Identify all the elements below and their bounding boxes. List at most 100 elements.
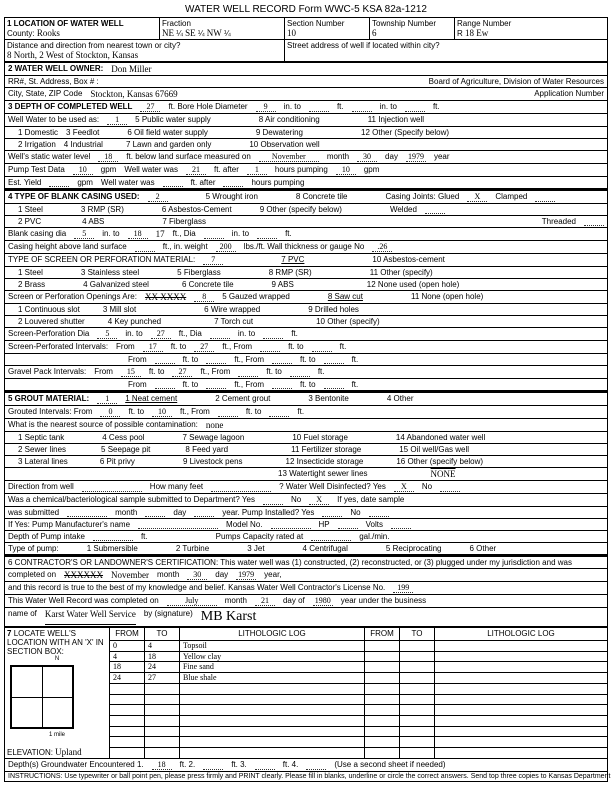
n7: 7 Sewage lagoon — [183, 433, 245, 442]
n13: 13 Watertight sewer lines — [278, 469, 368, 479]
city: Stockton, Kansas 67669 — [90, 89, 177, 99]
ft-dia: ft., Dia — [173, 229, 196, 239]
county-lbl: County: — [7, 29, 35, 38]
th-from: FROM — [110, 628, 145, 641]
sec7-label: 7 — [7, 629, 11, 638]
sec1-label: 1 LOCATION OF WATER WELL — [7, 19, 124, 28]
weld: Welded — [390, 205, 417, 214]
c-mon-lbl: month — [157, 570, 179, 580]
ft2: ft. — [337, 102, 344, 112]
ftto: ft. to — [288, 342, 304, 352]
p10: 10 Asbestos-cement — [372, 255, 444, 265]
by: by (signature) — [144, 609, 193, 625]
township: 6 — [372, 28, 377, 38]
sec2-label: 2 WATER WELL OWNER: — [8, 64, 103, 74]
c1: 1 Steel — [18, 205, 43, 214]
gpm2: gpm — [364, 165, 380, 175]
gi-to: ft. to — [128, 407, 144, 417]
p1: 1 Steel — [18, 268, 43, 277]
r2f: 18 — [110, 662, 145, 673]
hmf: How many feet — [150, 482, 203, 492]
ftfrom4: ft., From — [234, 380, 264, 389]
frac-lbl: Fraction — [162, 19, 191, 28]
biz-name: Karst Water Well Service — [45, 609, 136, 625]
p12: 12 None used (open hole) — [367, 280, 460, 289]
tp: Type of pump: — [8, 544, 59, 553]
o2: 2 Irrigation — [18, 140, 56, 149]
sec6-label: 6 CONTRACTOR'S OR LANDOWNER'S CERTIFICAT… — [8, 558, 572, 567]
p11: 11 Other (specify) — [370, 268, 433, 277]
gi1: 0 — [100, 407, 120, 417]
range: 18 — [465, 28, 474, 38]
n14: 14 Abandoned water well — [396, 433, 485, 442]
gp2: 27 — [172, 367, 192, 377]
nw: NW — [207, 28, 222, 38]
ft4-7: ft. 4. — [283, 760, 299, 770]
n11: 11 Fertilizer storage — [291, 445, 361, 454]
c5: 5 Wrought iron — [206, 192, 258, 202]
ft2-7: ft. 2. — [180, 760, 196, 770]
from3: From — [94, 367, 113, 377]
p9: 9 ABS — [272, 280, 294, 289]
elev: ELEVATION: — [7, 748, 53, 757]
city-lbl: City, State, ZIP Code — [8, 89, 82, 99]
signature: MB Karst — [201, 609, 257, 625]
mno: Model No. — [226, 520, 262, 529]
wyr-lbl: year under the business — [341, 596, 426, 606]
ft2b: ft. — [340, 342, 347, 352]
o12: 12 Other (Specify below) — [361, 128, 449, 137]
ey-lbl: Est. Yield — [8, 178, 41, 187]
to3: ft. to — [149, 367, 165, 377]
o4: 4 Industrial — [64, 140, 103, 149]
elevv: Upland — [55, 747, 82, 757]
owner: Don Miller — [111, 64, 151, 74]
chemx: X — [309, 495, 329, 505]
volts: Volts — [366, 520, 383, 529]
r1f: 4 — [110, 651, 145, 662]
dist-lbl: Distance and direction from nearest town… — [7, 41, 180, 50]
spd2: 27 — [151, 329, 171, 339]
s7: 7 Torch cut — [214, 317, 253, 326]
rr-lbl: RR#, St. Address, Box # : — [8, 77, 99, 86]
gi-lbl: Grouted Intervals: From — [8, 407, 92, 417]
board: Board of Agriculture, Division of Water … — [429, 77, 604, 86]
c2: 2 PVC — [18, 217, 41, 226]
o11: 11 Injection well — [368, 115, 424, 125]
rec: and this record is true to the best of m… — [8, 583, 385, 593]
th-from2: FROM — [365, 628, 400, 641]
t1: 1 Submersible — [87, 544, 138, 553]
mon-lbl: month — [327, 152, 349, 162]
p7: 7 PVC — [281, 255, 304, 265]
hrs2: 10 — [336, 165, 356, 175]
s1: 1 Continuous slot — [18, 305, 80, 314]
gpm: gpm — [101, 165, 117, 175]
sub-day: day — [173, 508, 186, 517]
c8: 8 Concrete tile — [296, 192, 348, 202]
chemno: No — [291, 495, 301, 505]
dge: Depth(s) Groundwater Encountered 1. — [8, 760, 144, 770]
cj2: Clamped — [495, 192, 527, 202]
yr: 1979 — [406, 152, 426, 162]
r3f: 24 — [110, 673, 145, 684]
spd-lbl: Screen-Perforation Dia — [8, 329, 89, 339]
range-lbl: Range Number — [457, 19, 511, 28]
form-header: WATER WELL RECORD Form WWC-5 KSA 82a-121… — [4, 4, 608, 15]
c-mon: November — [111, 570, 149, 580]
ft-dia2: ft., Dia — [179, 329, 202, 339]
yr-lbl: year — [434, 152, 450, 162]
s6: 6 Wire wrapped — [204, 305, 260, 314]
ft-4: ft. — [285, 229, 292, 239]
swl: 18 — [98, 152, 118, 162]
gi2: 10 — [152, 407, 172, 417]
pcr: Pumps Capacity rated at — [216, 532, 304, 541]
spd: 5 — [97, 329, 117, 339]
cjx: X — [467, 192, 487, 202]
th-lith2: LITHOLOGIC LOG — [435, 628, 608, 641]
galmin: gal./min. — [359, 532, 389, 541]
from4: From — [128, 380, 147, 389]
hp-lbl: hours pumping — [251, 178, 304, 187]
none: NONE — [431, 469, 456, 479]
ss: (Use a second sheet if needed) — [334, 760, 445, 770]
ft2d: ft. — [318, 367, 325, 377]
to1: 27 — [194, 342, 214, 352]
